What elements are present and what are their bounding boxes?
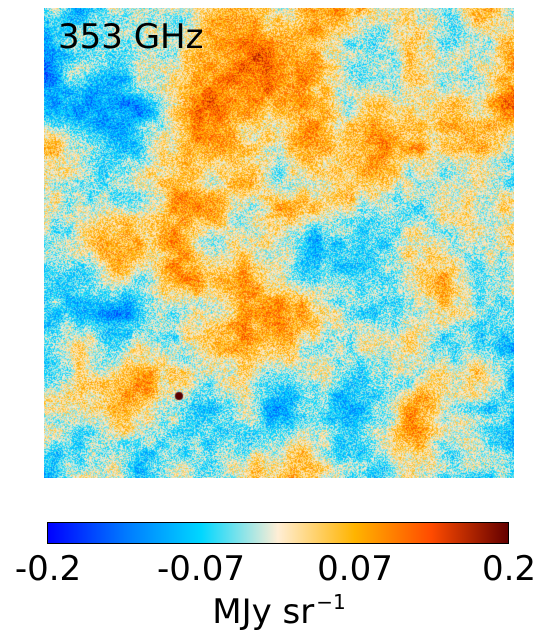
unit-base: MJy sr	[212, 592, 315, 632]
sky-map-panel: 353 GHz	[44, 8, 514, 478]
colorbar-unit-label: MJy sr −1	[212, 592, 345, 629]
colorbar-tick-max: 0.2	[481, 549, 537, 589]
colorbar-tick-low: -0.07	[157, 549, 245, 589]
sky-map-image	[44, 8, 514, 478]
colorbar-tick-high: 0.07	[317, 549, 393, 589]
colorbar	[47, 522, 509, 544]
colorbar-tick-min: -0.2	[14, 549, 82, 589]
unit-exponent: −1	[316, 590, 346, 614]
frequency-label: 353 GHz	[58, 17, 204, 57]
